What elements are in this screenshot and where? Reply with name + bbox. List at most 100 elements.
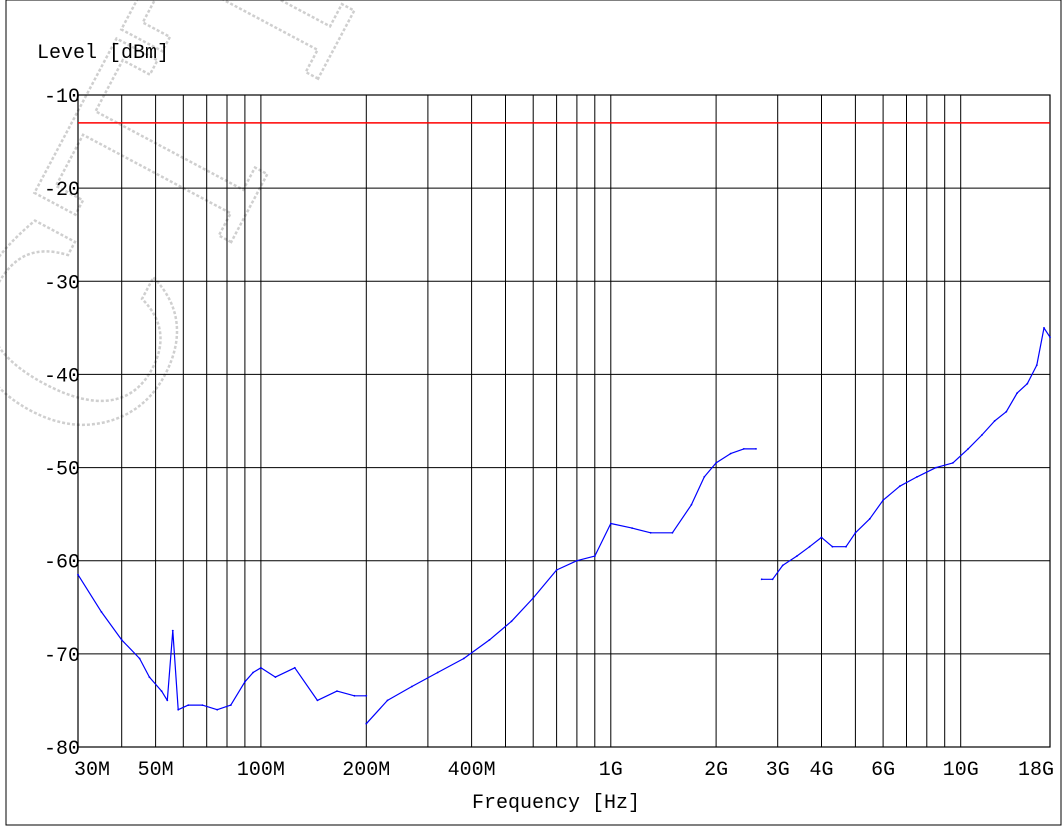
- y-tick-label: -40: [44, 365, 80, 388]
- x-axis-label: Frequency [Hz]: [472, 792, 640, 815]
- x-tick-label: 400M: [448, 759, 496, 782]
- series-line-1: [77, 574, 367, 711]
- data-point: [1035, 364, 1038, 366]
- data-point: [532, 597, 535, 599]
- data-point: [1049, 336, 1051, 339]
- data-point: [187, 704, 190, 706]
- data-point: [715, 462, 717, 464]
- data-point: [365, 694, 368, 697]
- watermark: CTTL TESC: [0, 0, 922, 501]
- data-point: [336, 690, 338, 692]
- data-point: [742, 448, 745, 450]
- data-point: [854, 531, 857, 534]
- data-point: [462, 657, 465, 660]
- x-tick-label: 6G: [871, 759, 895, 782]
- data-point: [244, 680, 246, 683]
- data-point: [488, 639, 491, 641]
- x-tick-label: 3G: [766, 759, 790, 782]
- data-point: [576, 559, 578, 562]
- data-point: [411, 685, 413, 688]
- data-point: [1005, 410, 1008, 413]
- x-tick-label: 18G: [1018, 759, 1054, 782]
- data-point: [138, 657, 141, 660]
- data-point: [935, 466, 937, 469]
- data-point: [229, 704, 232, 706]
- data-point: [201, 704, 204, 706]
- y-tick-label: -80: [44, 738, 80, 761]
- y-axis-label: Level [dBm]: [37, 42, 169, 65]
- x-tick-label: 200M: [342, 759, 390, 782]
- chart-border: [5, 0, 1062, 826]
- x-tick-label: 100M: [237, 759, 285, 782]
- data-point: [898, 485, 901, 488]
- data-point: [795, 555, 798, 557]
- plot-frame: [77, 94, 1051, 748]
- data-point: [100, 611, 103, 613]
- watermark-glyph: CTTL TESC: [0, 0, 922, 501]
- data-point: [252, 671, 255, 674]
- data-point: [260, 666, 262, 669]
- data-point: [353, 694, 356, 697]
- data-point: [831, 545, 834, 548]
- series-line-2: [365, 448, 756, 725]
- x-tick-labels: 30M 50M 100M 200M 400M 1G 2G 3G 4G 6G 10G 18G: [74, 759, 1054, 782]
- data-point: [649, 531, 652, 534]
- data-point: [781, 564, 784, 567]
- series-group: [77, 327, 1051, 725]
- data-point: [703, 476, 706, 478]
- y-tick-labels: -10 -20 -30 -40 -50 -60 -70 -80: [44, 86, 80, 761]
- data-point: [1016, 392, 1018, 394]
- data-point: [555, 569, 558, 571]
- data-point: [510, 620, 513, 623]
- data-point: [882, 499, 884, 502]
- data-point: [729, 452, 732, 455]
- x-tick-label: 1G: [599, 759, 623, 782]
- data-point: [868, 517, 871, 520]
- y-tick-label: -10: [44, 86, 80, 109]
- data-point: [845, 545, 847, 548]
- x-tick-label: 10G: [943, 759, 979, 782]
- y-tick-label: -50: [44, 459, 80, 482]
- data-point: [808, 545, 811, 548]
- data-point: [160, 690, 163, 692]
- data-point: [671, 531, 674, 534]
- data-point: [386, 699, 389, 702]
- y-tick-label: -30: [44, 272, 80, 295]
- data-point: [993, 420, 996, 422]
- data-point: [755, 448, 757, 450]
- data-point: [120, 639, 123, 641]
- data-point: [148, 676, 151, 678]
- data-point: [609, 522, 612, 525]
- y-tick-label: -20: [44, 179, 80, 202]
- data-point: [316, 699, 319, 702]
- data-point: [171, 629, 174, 632]
- data-point: [916, 476, 918, 478]
- data-point: [952, 462, 954, 464]
- data-point: [77, 573, 79, 576]
- data-point: [771, 578, 774, 581]
- data-point: [1043, 327, 1045, 329]
- y-tick-label: -60: [44, 552, 80, 575]
- series-line-3: [761, 327, 1051, 580]
- data-point: [593, 555, 596, 557]
- data-point: [436, 671, 439, 674]
- grid: [77, 94, 1051, 748]
- data-point: [177, 708, 180, 711]
- x-tick-label: 4G: [809, 759, 833, 782]
- data-point: [981, 434, 983, 436]
- data-point: [760, 578, 763, 581]
- data-point: [967, 448, 969, 450]
- data-point: [293, 666, 296, 669]
- x-tick-label: 2G: [704, 759, 728, 782]
- y-tick-label: -70: [44, 645, 80, 668]
- data-point: [365, 722, 368, 725]
- x-tick-label: 50M: [138, 759, 174, 782]
- data-point: [820, 536, 823, 539]
- x-tick-label: 30M: [74, 759, 110, 782]
- data-point: [216, 708, 219, 711]
- data-point: [690, 503, 693, 506]
- data-point: [1026, 382, 1029, 385]
- data-point: [631, 527, 633, 529]
